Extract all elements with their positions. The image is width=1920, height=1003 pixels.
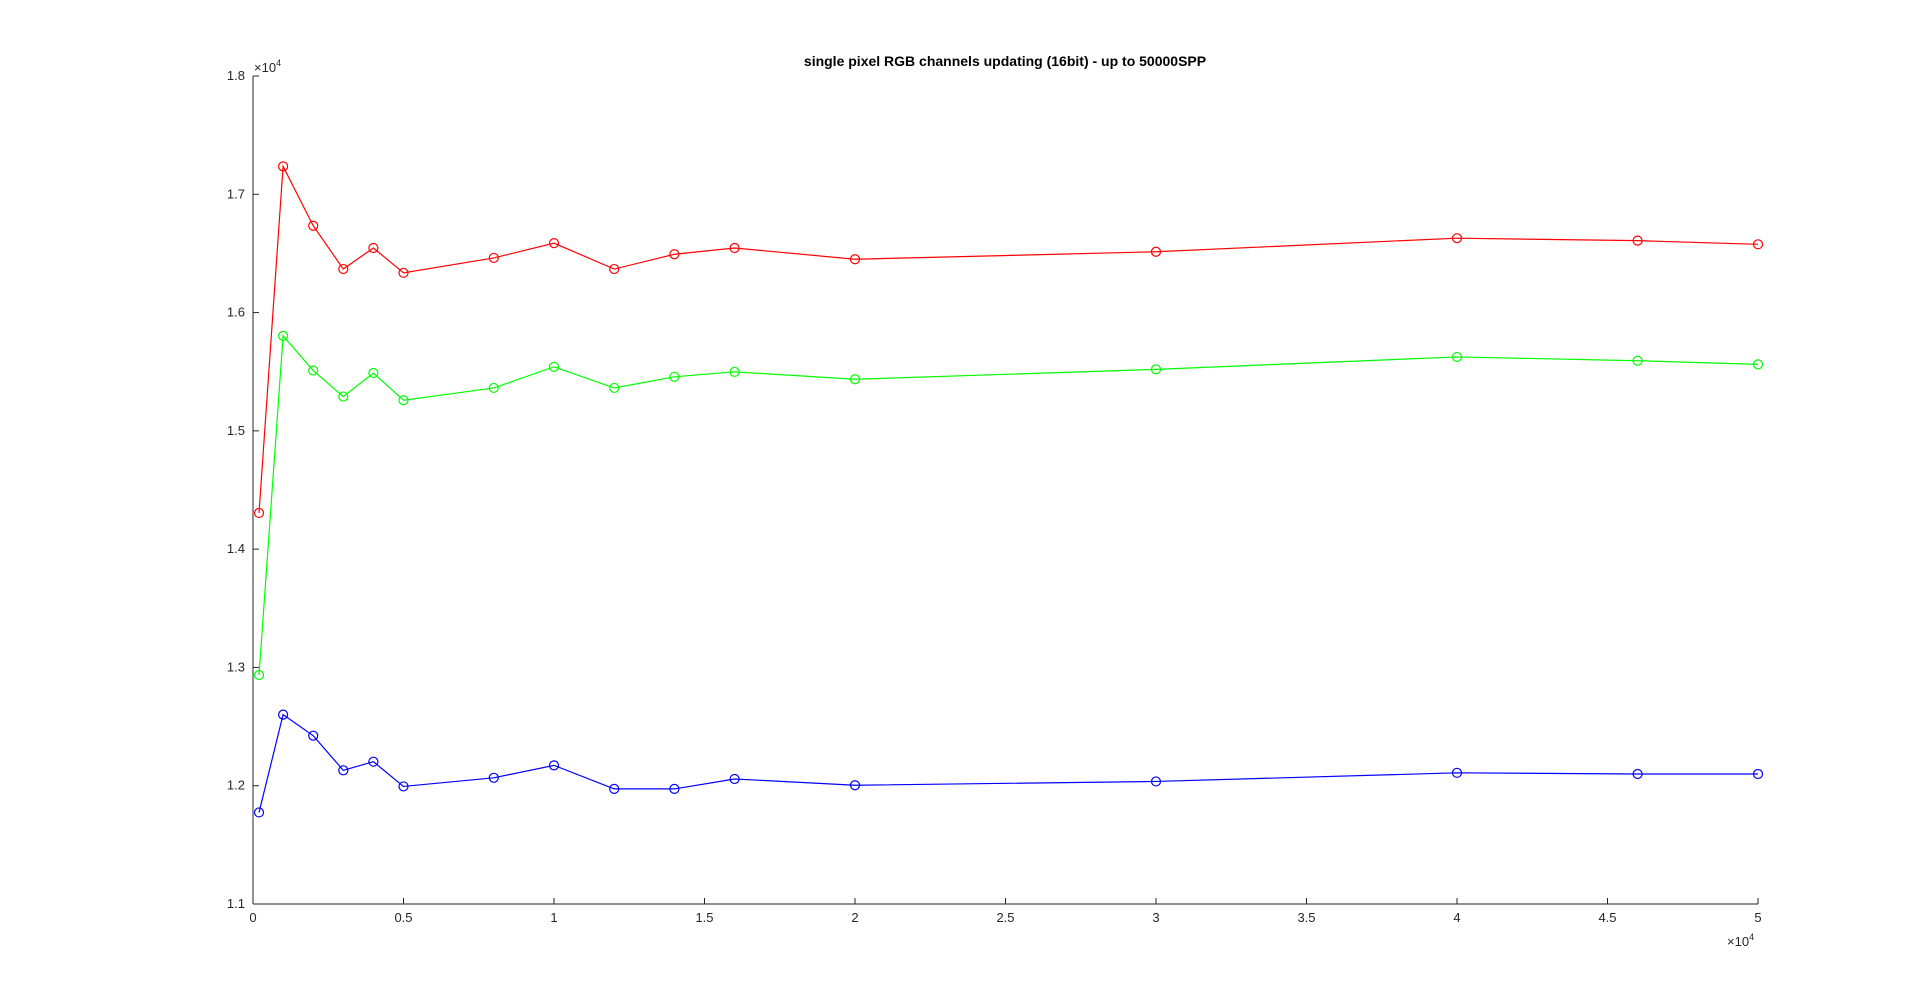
x-tick-label: 5 [1754, 910, 1761, 925]
x-tick-label: 4.5 [1598, 910, 1616, 925]
point-marker [338, 765, 349, 776]
point-marker [368, 367, 379, 379]
point-marker [849, 374, 861, 385]
point-marker [548, 760, 560, 771]
x-tick-label: 0.5 [394, 910, 412, 925]
point-marker [548, 361, 560, 372]
point-marker [253, 507, 265, 519]
chart-title: single pixel RGB channels updating (16bi… [804, 53, 1206, 69]
point-marker [308, 365, 319, 376]
x-tick-label: 2.5 [996, 910, 1014, 925]
point-marker [669, 371, 680, 382]
point-marker [338, 263, 349, 275]
series-line [258, 334, 1759, 676]
point-marker [729, 366, 740, 377]
x-tick-label: 3.5 [1297, 910, 1315, 925]
point-marker [488, 382, 499, 394]
point-marker [609, 263, 620, 275]
point-marker [1451, 351, 1463, 363]
point-marker [368, 242, 379, 254]
x-exponent-power: 4 [1749, 932, 1754, 942]
y-tick-label: 1.7 [227, 186, 245, 201]
point-marker [849, 780, 861, 791]
point-marker [1752, 768, 1764, 780]
x-exponent: ×104 [1727, 932, 1754, 949]
point-marker [849, 254, 861, 265]
x-tick-label: 0 [249, 910, 256, 925]
point-marker [1150, 246, 1162, 257]
point-marker [488, 772, 499, 783]
y-exponent-power: 4 [276, 58, 281, 68]
point-marker [548, 238, 560, 249]
point-marker [308, 220, 319, 231]
point-marker [488, 252, 499, 264]
point-marker [278, 161, 289, 172]
point-marker [278, 330, 289, 341]
y-tick-label: 1.5 [227, 423, 245, 438]
series-line [258, 164, 1759, 513]
y-tick-label: 1.1 [227, 896, 245, 911]
y-exponent: ×104 [254, 58, 281, 75]
point-marker [253, 807, 265, 818]
point-marker [338, 391, 349, 402]
point-marker [398, 395, 409, 406]
x-tick-label: 3 [1152, 910, 1159, 925]
point-marker [308, 730, 319, 741]
y-exponent-base: ×10 [254, 60, 276, 75]
point-marker [729, 242, 740, 254]
point-marker [1632, 235, 1643, 246]
y-tick-label: 1.6 [227, 305, 245, 320]
point-marker [278, 709, 289, 720]
point-marker [669, 783, 680, 795]
point-marker [669, 249, 680, 260]
point-marker [609, 783, 620, 795]
y-tick-label: 1.8 [227, 68, 245, 83]
y-tick-label: 1.2 [227, 778, 245, 793]
point-marker [1150, 364, 1162, 375]
y-tick-label: 1.4 [227, 541, 245, 556]
point-marker [1451, 767, 1463, 778]
point-marker [1451, 233, 1463, 244]
point-marker [398, 781, 409, 792]
x-exponent-base: ×10 [1727, 934, 1749, 949]
point-marker [1632, 768, 1643, 780]
point-marker [729, 773, 740, 785]
x-tick-label: 4 [1453, 910, 1460, 925]
point-marker [1150, 776, 1162, 787]
point-marker [1632, 355, 1643, 366]
series-line [258, 713, 1758, 813]
point-marker [609, 382, 620, 394]
point-marker [398, 267, 409, 278]
y-tick-label: 1.3 [227, 659, 245, 674]
point-marker [368, 756, 379, 767]
point-marker [253, 669, 265, 681]
point-marker [1752, 239, 1764, 250]
point-marker [1752, 359, 1764, 370]
x-tick-label: 2 [851, 910, 858, 925]
x-tick-label: 1 [550, 910, 557, 925]
x-tick-label: 1.5 [695, 910, 713, 925]
